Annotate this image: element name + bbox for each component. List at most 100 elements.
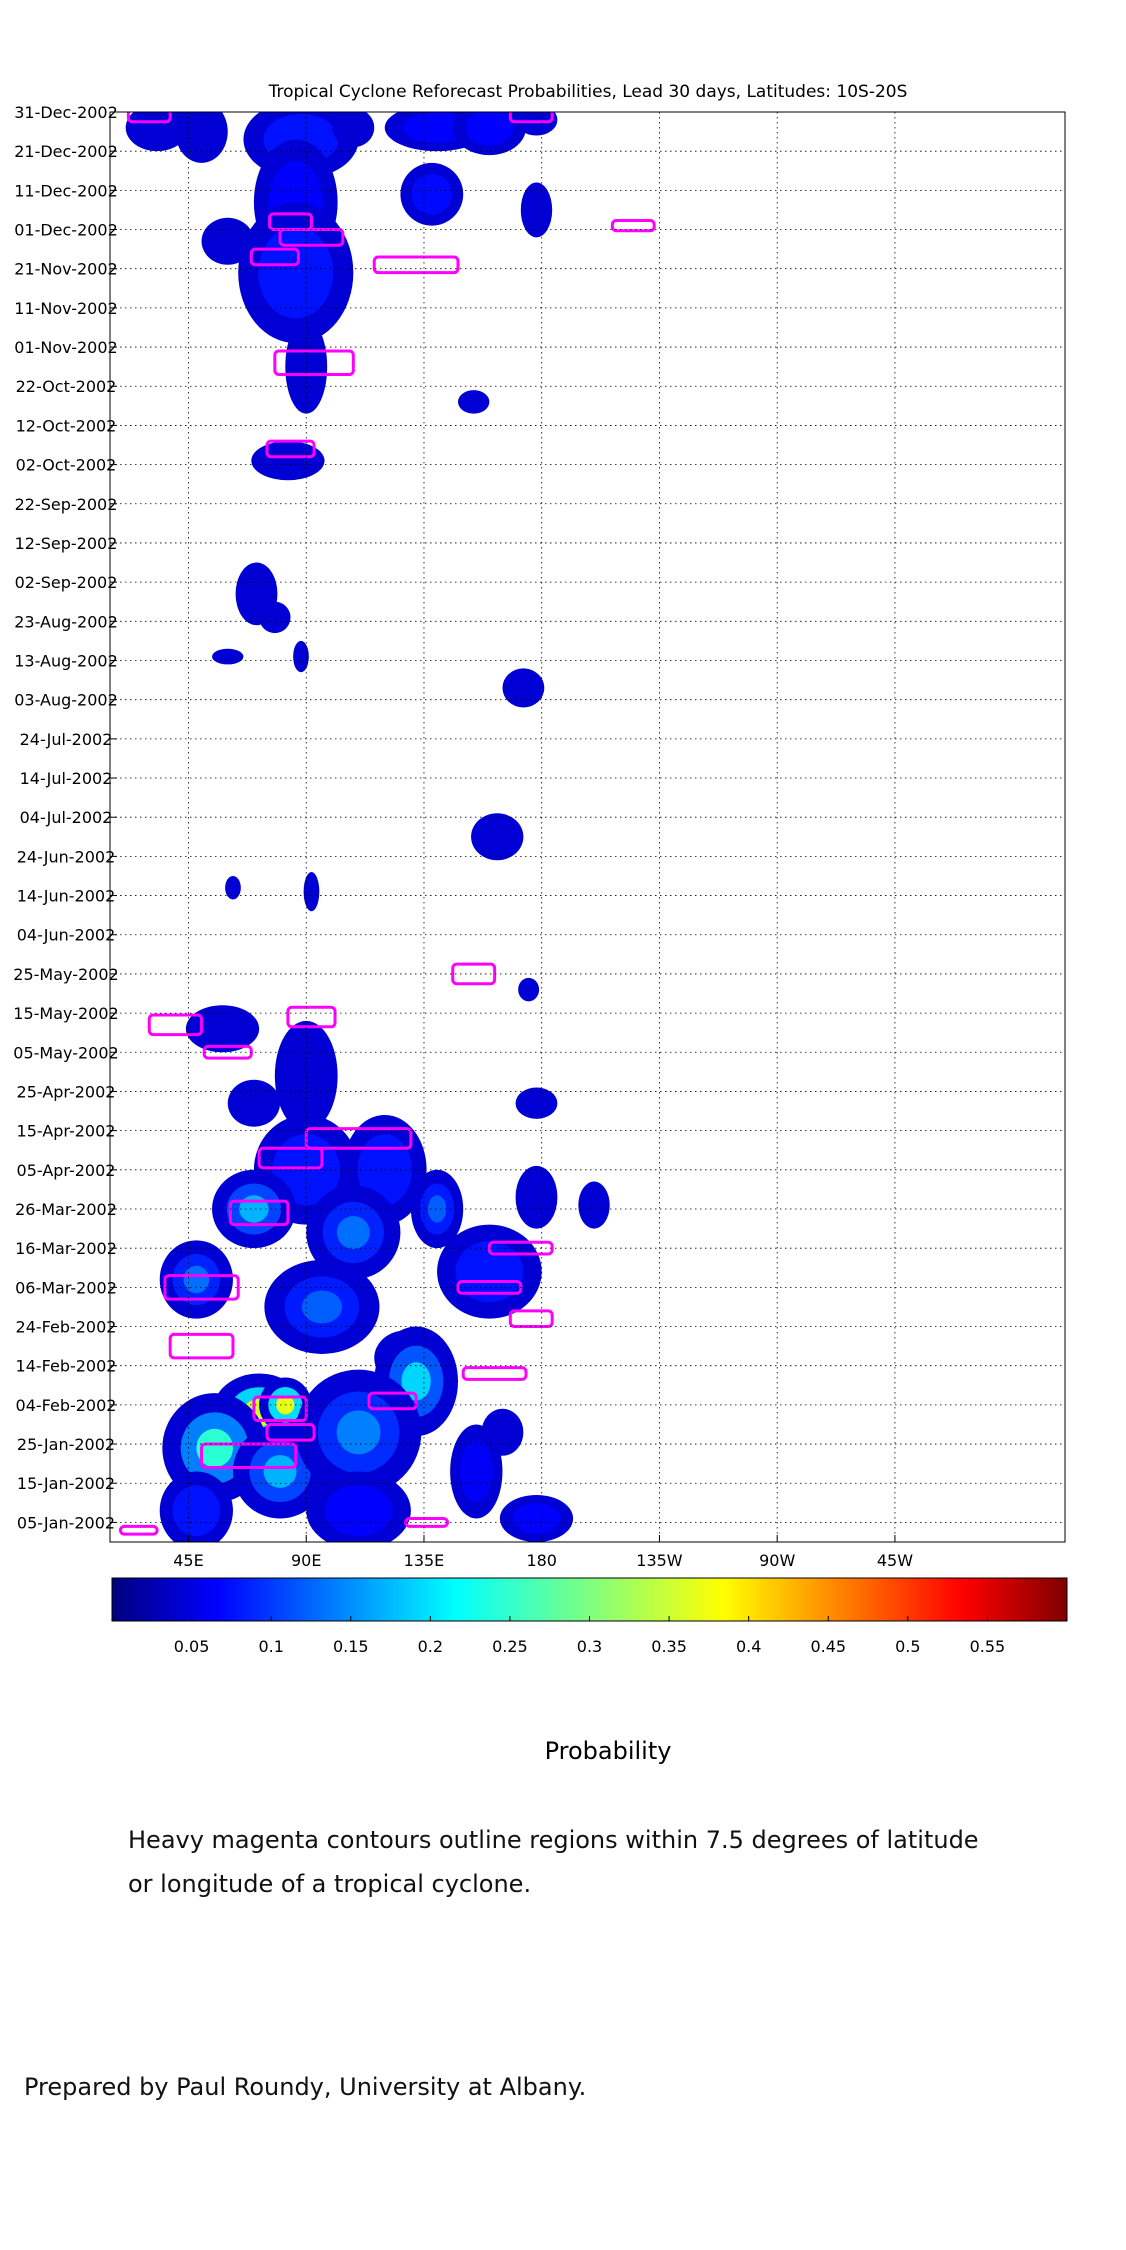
cyclone-contour — [372, 255, 460, 275]
probability-blob-mid — [357, 1134, 412, 1206]
plot-area — [109, 111, 1066, 1543]
probability-blob — [471, 813, 524, 861]
probability-blob-mid — [512, 1503, 561, 1534]
cyclone-contour — [286, 1005, 337, 1029]
probability-blob — [285, 319, 328, 414]
probability-blob-mid — [324, 1485, 393, 1537]
x-tick-label: 90E — [291, 1551, 321, 1570]
colorbar-tick-label: 0.4 — [736, 1637, 761, 1656]
y-tick-label: 05-May-2002 — [13, 1043, 118, 1062]
cyclone-contour — [273, 349, 355, 376]
y-tick-label: 02-Oct-2002 — [16, 456, 117, 475]
y-tick-label: 11-Dec-2002 — [14, 181, 118, 200]
plot-background — [110, 112, 1065, 1542]
x-tick-label: 45E — [173, 1551, 203, 1570]
y-tick-label: 14-Feb-2002 — [16, 1357, 117, 1376]
y-tick-label: 04-Feb-2002 — [16, 1396, 117, 1415]
y-tick-label: 26-Mar-2002 — [15, 1200, 117, 1219]
y-tick-label: 24-Jun-2002 — [17, 847, 116, 866]
probability-blob — [515, 1087, 558, 1119]
y-tick-label: 21-Nov-2002 — [14, 260, 117, 279]
cyclone-contour — [508, 112, 554, 124]
y-tick-label: 01-Dec-2002 — [14, 221, 118, 240]
y-axis: 31-Dec-2002 21-Dec-2002 11-Dec-2002 01-Dec-… — [13, 103, 118, 1532]
y-tick-label: 14-Jun-2002 — [17, 887, 116, 906]
probability-blob-mid — [465, 112, 514, 146]
cyclone-contour — [147, 1013, 204, 1037]
probability-blob — [515, 112, 558, 136]
y-tick-label: 12-Oct-2002 — [16, 416, 117, 435]
probability-blob-core — [336, 1410, 381, 1455]
y-tick-label: 21-Dec-2002 — [14, 142, 118, 161]
y-tick-label: 13-Aug-2002 — [14, 651, 118, 670]
probability-blob-core — [263, 1455, 297, 1488]
colorbar-ticks: 0.05 0.1 0.15 0.2 0.25 0.3 0.35 0.4 0.45 0.5 0.55 — [174, 1616, 1005, 1656]
probability-blob-core — [239, 1195, 269, 1223]
y-tick-label: 16-Mar-2002 — [15, 1239, 117, 1258]
probability-blob — [225, 875, 241, 900]
colorbar-tick-label: 0.15 — [333, 1637, 369, 1656]
probability-blob — [457, 390, 490, 414]
y-tick-label: 24-Jul-2002 — [20, 730, 113, 749]
y-tick-label: 22-Oct-2002 — [16, 377, 117, 396]
y-tick-label: 22-Sep-2002 — [15, 495, 118, 514]
plot-frame — [109, 111, 1066, 1543]
probability-blob — [520, 182, 553, 238]
colorbar-tick-label: 0.3 — [577, 1637, 602, 1656]
y-tick-label: 06-Mar-2002 — [15, 1278, 117, 1297]
cyclone-contour — [228, 1199, 290, 1227]
cyclone-contour — [461, 1366, 528, 1381]
y-tick-label: 04-Jul-2002 — [20, 808, 113, 827]
probability-blob-core — [336, 1216, 370, 1249]
x-tick-label: 135E — [404, 1551, 445, 1570]
y-tick-label: 23-Aug-2002 — [14, 612, 118, 631]
probability-blob — [578, 1181, 610, 1229]
probability-blob — [502, 668, 545, 708]
cyclone-contour — [265, 439, 316, 459]
probability-blob — [332, 112, 375, 148]
colorbar-tick-label: 0.45 — [810, 1637, 846, 1656]
y-tick-label: 05-Jan-2002 — [17, 1513, 115, 1532]
probability-blob-core — [183, 1265, 210, 1294]
probability-blob-mid — [459, 1440, 494, 1503]
colorbar-tick-label: 0.5 — [895, 1637, 920, 1656]
probability-blob-mid — [411, 173, 453, 215]
cyclone-contour — [265, 1422, 316, 1442]
credit-line: Prepared by Paul Roundy, University at A… — [24, 2073, 587, 2101]
cyclone-contour — [168, 1332, 235, 1360]
colorbar-tick-label: 0.2 — [418, 1637, 443, 1656]
probability-blob — [293, 640, 309, 673]
y-tick-label: 05-Apr-2002 — [17, 1161, 116, 1180]
cyclone-contour — [610, 219, 656, 233]
probability-blob — [515, 1165, 558, 1229]
cyclone-contour — [451, 962, 497, 986]
cyclone-contour — [126, 112, 172, 124]
probability-blob — [251, 441, 325, 481]
chart-title: Tropical Cyclone Reforecast Probabilitie… — [268, 82, 908, 102]
colorbar-tick-label: 0.25 — [492, 1637, 528, 1656]
colorbar-tick-label: 0.05 — [174, 1637, 210, 1656]
y-tick-label: 15-May-2002 — [13, 1004, 118, 1023]
probability-blob — [185, 1005, 260, 1053]
y-tick-label: 04-Jun-2002 — [17, 926, 116, 945]
colorbar-tick-label: 0.1 — [258, 1637, 283, 1656]
y-tick-label: 15-Jan-2002 — [17, 1474, 115, 1493]
y-tick-label: 01-Nov-2002 — [14, 338, 117, 357]
probability-blob — [227, 1079, 281, 1127]
probability-blob-mid — [172, 1485, 221, 1537]
x-tick-label: 180 — [526, 1551, 557, 1570]
grid-layer — [110, 111, 1065, 1542]
probability-blob-mid — [403, 112, 472, 143]
y-tick-label: 12-Sep-2002 — [15, 534, 118, 553]
probability-blob-core — [196, 1428, 233, 1468]
probability-blob-core — [301, 1290, 343, 1324]
y-tick-label: 24-Feb-2002 — [16, 1318, 117, 1337]
cyclone-contour — [118, 1524, 159, 1536]
colorbar-tick-label: 0.35 — [651, 1637, 687, 1656]
colorbar-tick-label: 0.55 — [970, 1637, 1006, 1656]
cyclone-contour — [252, 1395, 308, 1423]
x-tick-label: 135W — [636, 1551, 683, 1570]
probability-blob — [175, 112, 228, 163]
x-tick-label: 45W — [877, 1551, 913, 1570]
contour-note-line-2: or longitude of a tropical cyclone. — [128, 1870, 532, 1898]
